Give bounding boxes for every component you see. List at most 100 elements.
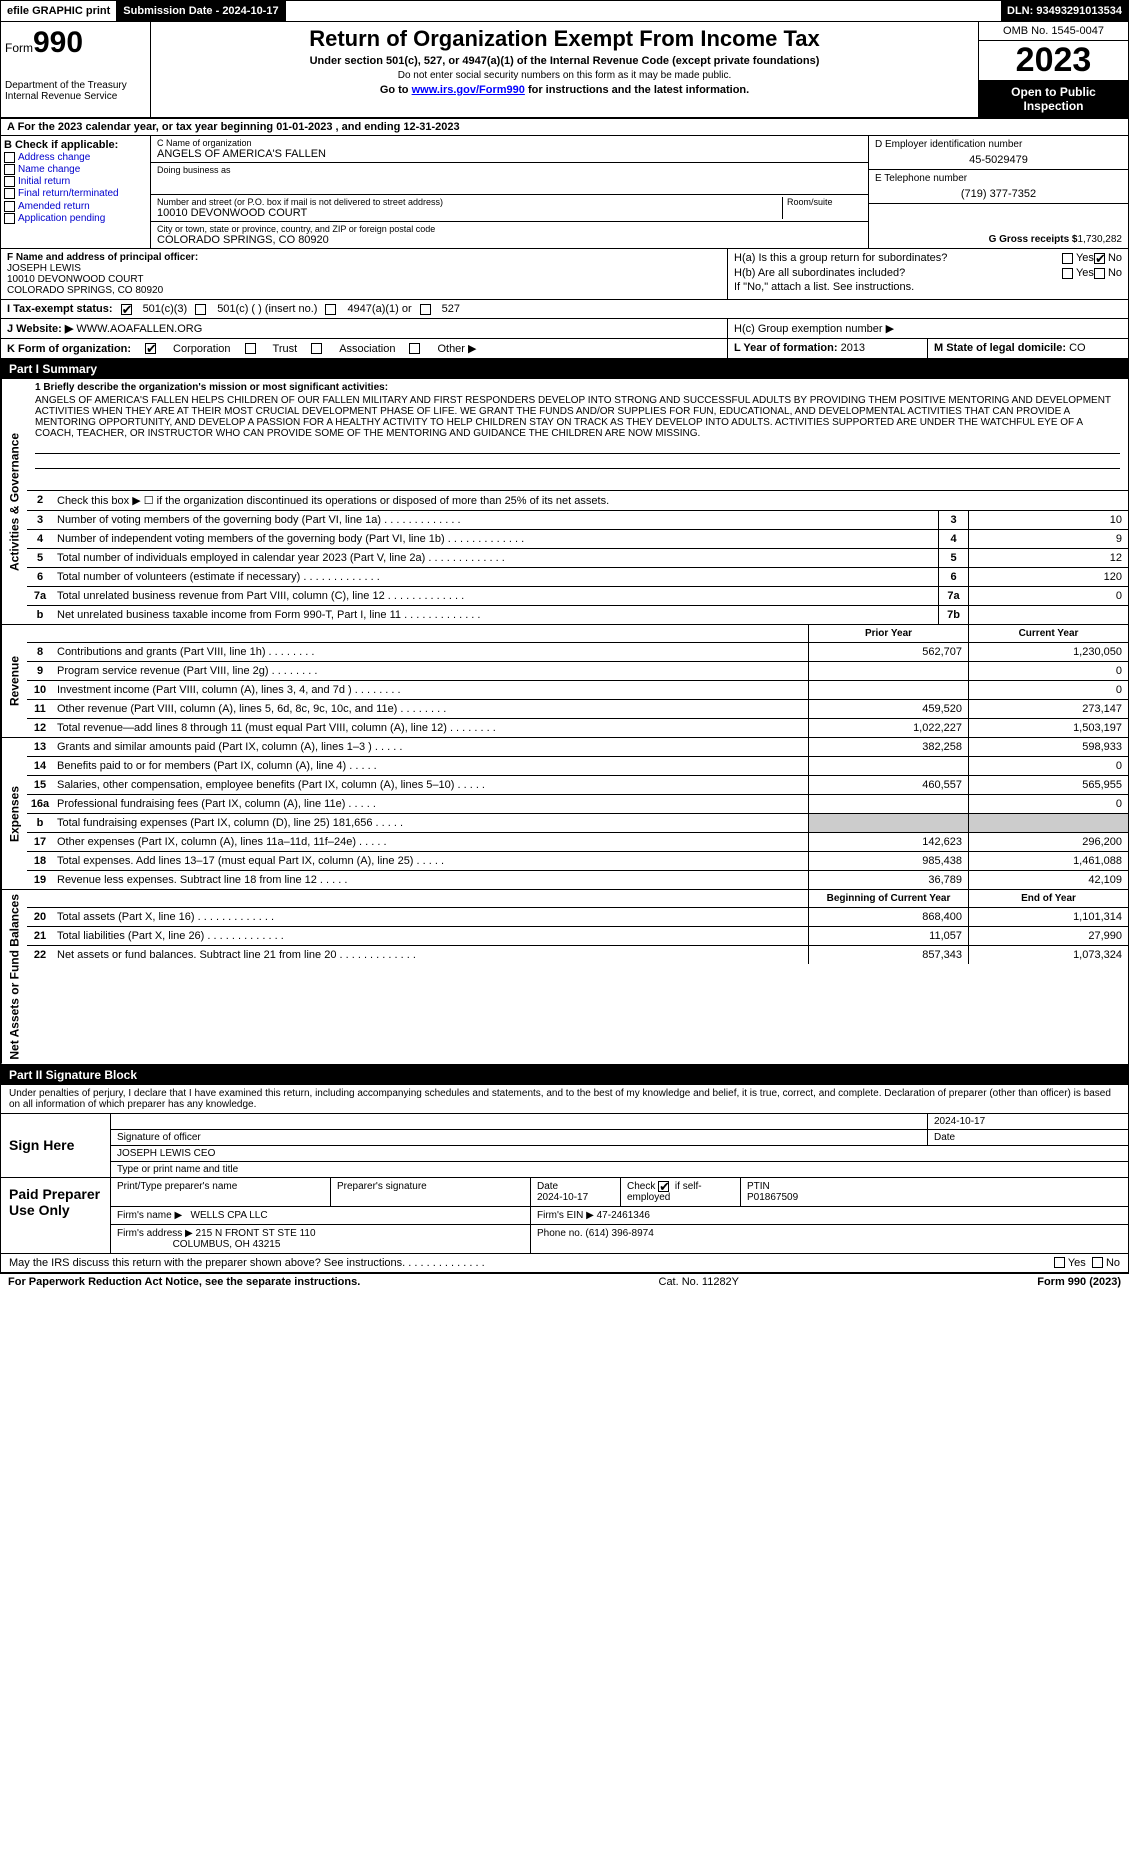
po-name: JOSEPH LEWIS — [7, 263, 721, 274]
prep-name-hdr: Print/Type preparer's name — [111, 1178, 331, 1206]
header-sub3: Go to www.irs.gov/Form990 for instructio… — [159, 84, 970, 96]
line-17: 17Other expenses (Part IX, column (A), l… — [27, 833, 1128, 852]
cb-name-change[interactable]: Name change — [4, 164, 147, 175]
ha-no[interactable] — [1094, 253, 1105, 264]
hb-label: H(b) Are all subordinates included? — [734, 267, 1062, 279]
sig-of-officer: Signature of officer — [111, 1130, 928, 1145]
row-a-tax-year: A For the 2023 calendar year, or tax yea… — [0, 119, 1129, 136]
city: COLORADO SPRINGS, CO 80920 — [157, 234, 862, 246]
prior-year-hdr: Prior Year — [808, 625, 968, 642]
line-19: 19Revenue less expenses. Subtract line 1… — [27, 871, 1128, 889]
cb-initial-return[interactable]: Initial return — [4, 176, 147, 187]
line-18: 18Total expenses. Add lines 13–17 (must … — [27, 852, 1128, 871]
website: WWW.AOAFALLEN.ORG — [76, 323, 202, 335]
firm-ein: 47-2461346 — [597, 1210, 650, 1221]
prep-header: Paid Preparer Use Only — [1, 1178, 111, 1253]
principal-officer: F Name and address of principal officer:… — [1, 249, 728, 299]
line-20: 20Total assets (Part X, line 16)868,4001… — [27, 908, 1128, 927]
efile-label: efile GRAPHIC print — [1, 1, 117, 21]
form-number: 990 — [33, 26, 83, 59]
line-b: bTotal fundraising expenses (Part IX, co… — [27, 814, 1128, 833]
expenses-section: Expenses 13Grants and similar amounts pa… — [0, 738, 1129, 890]
line-10: 10Investment income (Part VIII, column (… — [27, 681, 1128, 700]
signature-block: Under penalties of perjury, I declare th… — [0, 1085, 1129, 1254]
year-formation: 2013 — [841, 342, 865, 354]
col-b-header: B Check if applicable: — [4, 139, 147, 151]
hc-group-exemption: H(c) Group exemption number ▶ — [728, 319, 1128, 338]
discuss-no[interactable] — [1092, 1257, 1103, 1268]
tel-label: E Telephone number — [875, 173, 1122, 184]
cb-final-return[interactable]: Final return/terminated — [4, 188, 147, 199]
firm-addr2: COLUMBUS, OH 43215 — [173, 1239, 281, 1250]
footer-left: For Paperwork Reduction Act Notice, see … — [8, 1276, 360, 1288]
cb-501c3[interactable] — [121, 304, 132, 315]
omb-number: OMB No. 1545-0047 — [979, 22, 1128, 41]
cb-pending[interactable]: Application pending — [4, 213, 147, 224]
part1-header: Part I Summary — [0, 359, 1129, 379]
ein-label: D Employer identification number — [875, 139, 1122, 150]
org-name: ANGELS OF AMERICA'S FALLEN — [157, 148, 862, 160]
mission-text: ANGELS OF AMERICA'S FALLEN HELPS CHILDRE… — [35, 395, 1120, 439]
city-label: City or town, state or province, country… — [157, 224, 862, 234]
name-title-label: Type or print name and title — [111, 1162, 1128, 1177]
sign-here-label: Sign Here — [1, 1114, 111, 1177]
form-header: Form990 Department of the Treasury Inter… — [0, 22, 1129, 119]
tel: (719) 377-7352 — [875, 188, 1122, 200]
cb-trust[interactable] — [245, 343, 256, 354]
addr-label: Number and street (or P.O. box if mail i… — [157, 197, 782, 207]
col-b-checkboxes: B Check if applicable: Address change Na… — [1, 136, 151, 248]
officer-name: JOSEPH LEWIS CEO — [111, 1146, 1128, 1161]
part2-header: Part II Signature Block — [0, 1065, 1129, 1085]
cb-self-employed[interactable] — [658, 1181, 669, 1192]
row-i-tax-exempt: I Tax-exempt status: 501(c)(3) 501(c) ( … — [0, 300, 1129, 319]
l-label: L Year of formation: — [734, 342, 838, 354]
hb-no[interactable] — [1094, 268, 1105, 279]
line-9: 9Program service revenue (Part VIII, lin… — [27, 662, 1128, 681]
net-header: Beginning of Current YearEnd of Year — [27, 890, 1128, 908]
form-label: Form — [5, 41, 33, 55]
sidebar-net: Net Assets or Fund Balances — [1, 890, 27, 1064]
cb-corp[interactable] — [145, 343, 156, 354]
i-label: I Tax-exempt status: — [7, 303, 113, 315]
line-6: 6Total number of volunteers (estimate if… — [27, 568, 1128, 587]
m-label: M State of legal domicile: — [934, 342, 1066, 354]
h-group-return: H(a) Is this a group return for subordin… — [728, 249, 1128, 299]
entity-block: B Check if applicable: Address change Na… — [0, 136, 1129, 249]
org-name-label: C Name of organization — [157, 138, 862, 148]
firm-name: WELLS CPA LLC — [191, 1210, 268, 1221]
cb-other[interactable] — [409, 343, 420, 354]
header-sub2: Do not enter social security numbers on … — [159, 70, 970, 81]
gross-label: G Gross receipts $ — [989, 234, 1078, 245]
cb-527[interactable] — [420, 304, 431, 315]
line-14: 14Benefits paid to or for members (Part … — [27, 757, 1128, 776]
cb-501c[interactable] — [195, 304, 206, 315]
prep-date: 2024-10-17 — [537, 1192, 588, 1203]
header-sub1: Under section 501(c), 527, or 4947(a)(1)… — [159, 55, 970, 67]
po-addr1: 10010 DEVONWOOD COURT — [7, 274, 721, 285]
row-j-hc: J Website: ▶ WWW.AOAFALLEN.ORG H(c) Grou… — [0, 319, 1129, 339]
irs-link[interactable]: www.irs.gov/Form990 — [412, 84, 525, 96]
po-addr2: COLORADO SPRINGS, CO 80920 — [7, 285, 721, 296]
blank-line — [35, 472, 1120, 484]
cb-amended[interactable]: Amended return — [4, 201, 147, 212]
footer: For Paperwork Reduction Act Notice, see … — [0, 1273, 1129, 1290]
discuss-yes[interactable] — [1054, 1257, 1065, 1268]
cb-assoc[interactable] — [311, 343, 322, 354]
cb-address-change[interactable]: Address change — [4, 152, 147, 163]
sidebar-governance: Activities & Governance — [1, 379, 27, 624]
row-f-h: F Name and address of principal officer:… — [0, 249, 1129, 300]
website-row: J Website: ▶ WWW.AOAFALLEN.ORG — [1, 319, 728, 338]
mission-label: 1 Briefly describe the organization's mi… — [35, 382, 1120, 393]
ha-yes[interactable] — [1062, 253, 1073, 264]
ptin: P01867509 — [747, 1192, 798, 1203]
dba-label: Doing business as — [157, 165, 862, 175]
hb-yes[interactable] — [1062, 268, 1073, 279]
mission-block: 1 Briefly describe the organization's mi… — [27, 379, 1128, 491]
begin-year-hdr: Beginning of Current Year — [808, 890, 968, 907]
cb-4947[interactable] — [325, 304, 336, 315]
department: Department of the Treasury Internal Reve… — [5, 80, 146, 102]
ha-label: H(a) Is this a group return for subordin… — [734, 252, 1062, 264]
sig-intro: Under penalties of perjury, I declare th… — [1, 1085, 1128, 1114]
addr: 10010 DEVONWOOD COURT — [157, 207, 782, 219]
domicile-state: CO — [1069, 342, 1086, 354]
